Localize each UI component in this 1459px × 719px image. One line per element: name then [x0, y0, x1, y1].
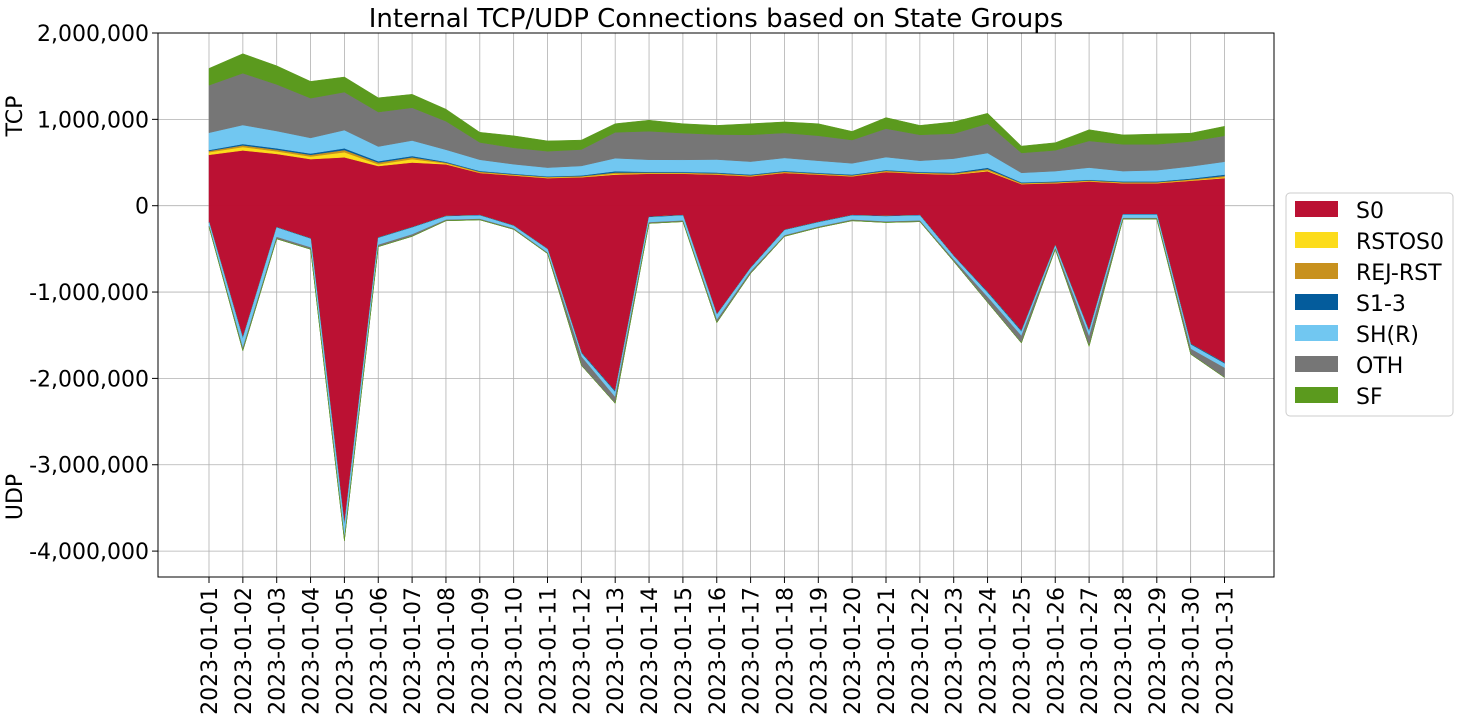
area-tcp-sf: [208, 53, 1225, 154]
legend-swatch: [1295, 201, 1338, 217]
legend-label: REJ-RST: [1356, 261, 1442, 286]
y-axis-ticks: 2,000,000 1,000,000 0 -1,000,000 -2,000,000 -…: [29, 22, 158, 565]
legend-swatch: [1295, 294, 1338, 310]
x-tick-label: 2023-01-01: [198, 587, 223, 715]
legend: S0 RSTOS0 REJ-RST S1-3 SH(R) OTH SF: [1285, 192, 1454, 417]
y-label-tcp: TCP: [3, 96, 28, 138]
x-axis-ticks: 2023-01-01 2023-01-02 2023-01-03 2023-01-04…: [198, 577, 1239, 715]
x-tick-label: 2023-01-10: [503, 587, 528, 715]
y-tick-label: 1,000,000: [37, 108, 149, 133]
x-tick-label: 2023-01-06: [367, 587, 392, 715]
legend-swatch: [1295, 325, 1338, 341]
legend-swatch: [1295, 232, 1338, 248]
x-tick-label: 2023-01-16: [706, 587, 731, 715]
x-tick-label: 2023-01-13: [604, 587, 629, 715]
legend-label: OTH: [1356, 354, 1403, 379]
legend-label: SF: [1356, 385, 1383, 410]
area-udp-sf: [208, 218, 1225, 541]
legend-swatch: [1295, 263, 1338, 279]
x-tick-label: 2023-01-22: [909, 587, 934, 715]
x-tick-label: 2023-01-27: [1078, 587, 1103, 715]
chart-title: Internal TCP/UDP Connections based on St…: [369, 4, 1064, 34]
x-tick-label: 2023-01-20: [841, 587, 866, 715]
stacked-areas: [208, 53, 1225, 541]
x-tick-label: 2023-01-03: [266, 587, 291, 715]
legend-label: S0: [1356, 199, 1384, 224]
x-tick-label: 2023-01-30: [1180, 587, 1205, 715]
x-tick-label: 2023-01-05: [333, 587, 358, 715]
x-tick-label: 2023-01-02: [232, 587, 257, 715]
x-tick-label: 2023-01-19: [807, 587, 832, 715]
y-tick-label: 0: [135, 195, 149, 220]
x-tick-label: 2023-01-28: [1112, 587, 1137, 715]
x-tick-label: 2023-01-31: [1214, 587, 1239, 715]
x-tick-label: 2023-01-24: [977, 587, 1002, 715]
legend-label: RSTOS0: [1356, 230, 1444, 255]
x-tick-label: 2023-01-12: [570, 587, 595, 715]
y-tick-label: -3,000,000: [29, 454, 149, 479]
y-tick-label: 2,000,000: [37, 22, 149, 47]
x-tick-label: 2023-01-04: [300, 587, 325, 715]
legend-label: S1-3: [1356, 292, 1406, 317]
x-tick-label: 2023-01-23: [943, 587, 968, 715]
x-tick-label: 2023-01-15: [672, 587, 697, 715]
x-tick-label: 2023-01-25: [1010, 587, 1035, 715]
x-tick-label: 2023-01-29: [1146, 587, 1171, 715]
y-tick-label: -4,000,000: [29, 540, 149, 565]
x-tick-label: 2023-01-07: [401, 587, 426, 715]
x-tick-label: 2023-01-17: [740, 587, 765, 715]
x-tick-label: 2023-01-14: [638, 587, 663, 715]
x-tick-label: 2023-01-11: [537, 587, 562, 715]
x-tick-label: 2023-01-08: [435, 587, 460, 715]
x-tick-label: 2023-01-21: [875, 587, 900, 715]
x-tick-label: 2023-01-26: [1044, 587, 1069, 715]
x-tick-label: 2023-01-09: [469, 587, 494, 715]
legend-swatch: [1295, 356, 1338, 372]
y-tick-label: -1,000,000: [29, 281, 149, 306]
legend-swatch: [1295, 387, 1338, 403]
legend-label: SH(R): [1356, 323, 1419, 348]
y-tick-label: -2,000,000: [29, 367, 149, 392]
y-label-udp: UDP: [3, 474, 28, 520]
plot-frame: [157, 32, 1275, 578]
x-tick-label: 2023-01-18: [773, 587, 798, 715]
